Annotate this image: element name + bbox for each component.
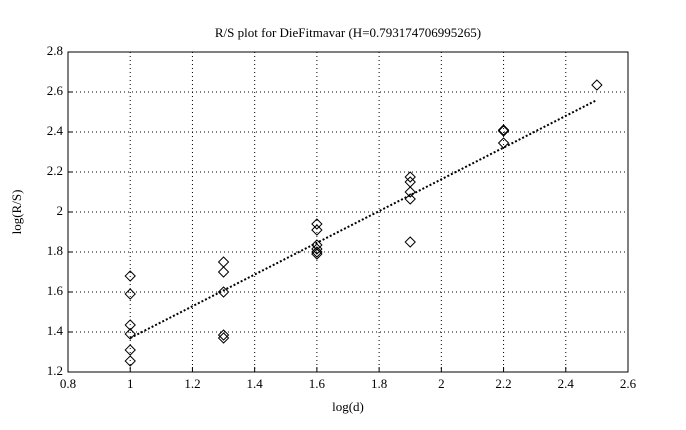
data-point — [124, 288, 136, 300]
data-point — [311, 246, 323, 258]
y-tick-label: 1.8 — [47, 243, 63, 258]
data-point — [217, 266, 230, 278]
y-tick-label: 2.6 — [47, 83, 64, 98]
x-tick-label: 1 — [127, 376, 134, 391]
data-point — [124, 328, 136, 340]
data-point — [217, 332, 230, 344]
y-axis-label: log(R/S) — [9, 190, 24, 235]
fit-line — [129, 99, 598, 339]
x-axis-label: log(d) — [332, 399, 364, 414]
data-point — [404, 171, 416, 183]
chart-title: R/S plot for DieFitmavar (H=0.7931747069… — [215, 25, 481, 40]
data-point — [311, 248, 323, 260]
data-point — [311, 224, 323, 236]
data-point — [497, 124, 510, 136]
x-tick-label: 0.8 — [60, 376, 76, 391]
x-tick-label: 1.6 — [309, 376, 326, 391]
x-tick-label: 1.8 — [371, 376, 387, 391]
data-point — [497, 125, 510, 137]
data-point — [591, 79, 603, 91]
y-tick-label: 1.2 — [47, 363, 63, 378]
data-point — [124, 270, 136, 282]
data-point — [217, 286, 230, 298]
plot-frame — [67, 51, 629, 373]
x-tick-label: 2 — [438, 376, 445, 391]
x-tick-label: 1.2 — [184, 376, 200, 391]
y-tick-label: 2.2 — [47, 163, 63, 178]
y-tick-label: 2.4 — [47, 123, 64, 138]
data-point — [124, 355, 136, 367]
x-tick-label: 2.2 — [495, 376, 511, 391]
data-point — [311, 218, 323, 230]
x-tick-label: 2.6 — [620, 376, 637, 391]
data-point — [404, 186, 416, 198]
x-tick-label: 2.4 — [558, 376, 575, 391]
data-point — [497, 137, 510, 149]
y-tick-label: 2 — [57, 203, 64, 218]
y-tick-label: 1.4 — [47, 323, 64, 338]
data-point — [311, 239, 323, 251]
y-tick-label: 1.6 — [47, 283, 64, 298]
data-point — [217, 329, 230, 341]
data-point — [124, 319, 136, 331]
data-point — [124, 344, 136, 356]
y-tick-label: 2.8 — [47, 43, 63, 58]
data-point — [311, 243, 323, 255]
data-point — [404, 193, 416, 205]
data-point — [404, 236, 416, 248]
x-tick-label: 1.4 — [247, 376, 264, 391]
